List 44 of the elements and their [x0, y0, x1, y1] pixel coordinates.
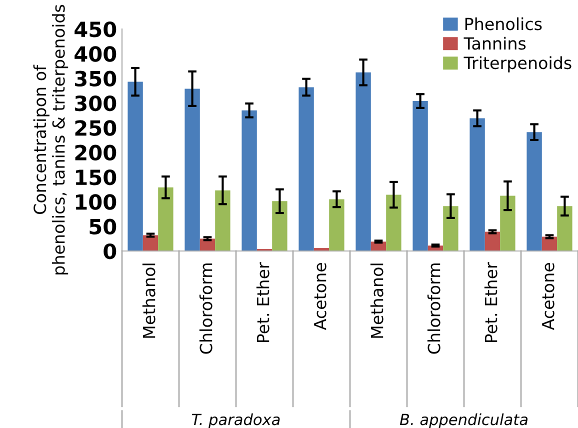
y-tick-label: 300 — [75, 95, 116, 112]
x-tick-label: Chloroform — [427, 264, 440, 354]
y-tick-label: 250 — [75, 120, 116, 136]
bar — [386, 194, 402, 251]
text: B. appendiculata — [400, 413, 528, 428]
y-tick-label: 150 — [76, 169, 116, 186]
bar — [500, 196, 516, 251]
bar — [557, 206, 572, 251]
text: T. paradoxa — [192, 413, 280, 428]
x-tick-label: Methanol — [142, 264, 156, 338]
legend-label: Phenolics — [465, 17, 542, 30]
bar — [215, 190, 230, 251]
bar — [272, 201, 288, 251]
y-tick-label: 350 — [75, 70, 116, 87]
x-tick-label: Pet. Ether — [484, 262, 498, 342]
bar — [128, 82, 143, 251]
y-axis-title: Concentratipon of phenolics, tanins & triterpenoids — [33, 4, 68, 274]
bar — [470, 118, 485, 251]
y-tick-label: 400 — [74, 46, 116, 62]
bar — [242, 110, 257, 251]
legend-label: Tannins — [464, 36, 526, 50]
bar — [356, 72, 371, 251]
bar — [329, 199, 344, 251]
y-tick-label: 200 — [75, 144, 116, 161]
y-tick-label: 0 — [104, 243, 116, 260]
bar — [484, 232, 500, 251]
bar — [200, 238, 216, 251]
y-tick-label: 450 — [74, 21, 116, 38]
x-tick-label: Acetone — [314, 263, 326, 330]
x-tick-label: Pet. Ether — [256, 262, 270, 342]
bar — [542, 236, 558, 251]
x-tick-label: Methanol — [370, 264, 384, 338]
bar — [142, 235, 158, 251]
x-tick-label: Acetone — [542, 263, 554, 330]
bar — [443, 206, 458, 251]
x-tick-label: Chloroform — [199, 264, 212, 354]
bar — [184, 88, 200, 251]
bar — [298, 87, 314, 251]
bar — [526, 132, 542, 251]
bar — [158, 187, 174, 251]
legend-label: Triterpenoids — [464, 56, 572, 72]
bar — [412, 101, 428, 251]
y-tick-label: 100 — [76, 194, 116, 210]
y-tick-label: 50 — [90, 218, 116, 235]
